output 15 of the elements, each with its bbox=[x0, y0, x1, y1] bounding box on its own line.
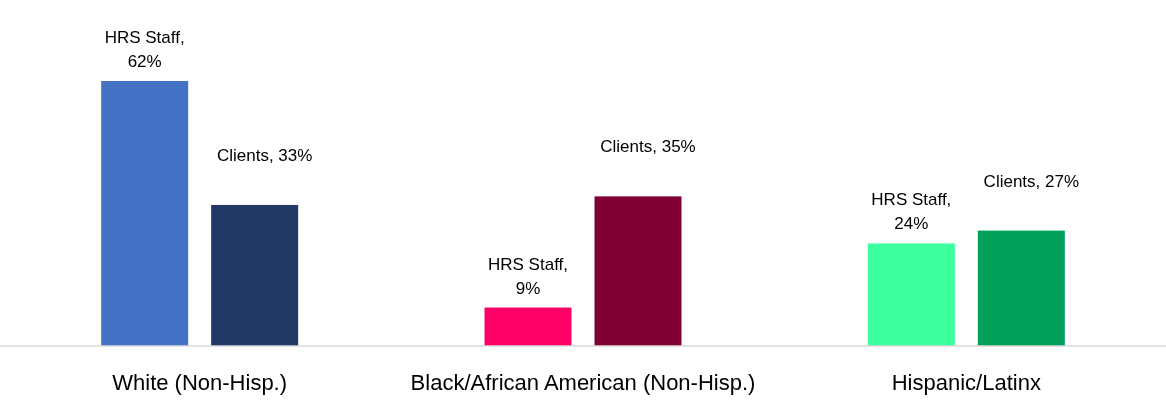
bar bbox=[594, 196, 682, 346]
data-label: HRS Staff, 9% bbox=[488, 254, 568, 298]
data-label: HRS Staff, 24% bbox=[871, 190, 952, 234]
data-label: Clients, 33% bbox=[216, 145, 313, 165]
x-tick-label: Black/African American (Non-Hisp.) bbox=[410, 370, 756, 395]
bar bbox=[484, 307, 572, 346]
data-label: Clients, 27% bbox=[983, 171, 1080, 191]
bar bbox=[211, 204, 299, 346]
bar bbox=[977, 230, 1065, 346]
bar bbox=[101, 81, 189, 346]
bar bbox=[867, 243, 955, 346]
data-label: Clients, 35% bbox=[600, 137, 696, 157]
x-tick-label: Hispanic/Latinx bbox=[891, 370, 1041, 395]
x-tick-label: White (Non-Hisp.) bbox=[112, 370, 288, 395]
data-label: HRS Staff, 62% bbox=[104, 28, 185, 71]
